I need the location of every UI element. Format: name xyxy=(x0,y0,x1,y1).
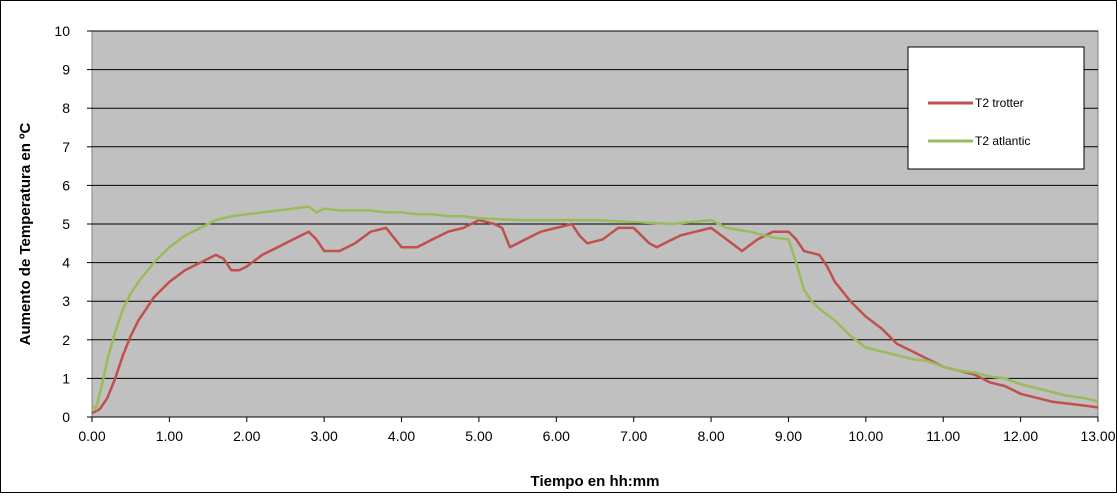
series-line-t2-trotter xyxy=(91,218,1099,415)
x-tick-label: 7.00 xyxy=(620,428,647,444)
x-tick-label: 2.00 xyxy=(233,428,260,444)
y-axis-title: Aumento de Temperatura en ºC xyxy=(17,122,34,345)
y-tick-label: 9 xyxy=(62,62,70,78)
y-tick-label: 5 xyxy=(62,216,70,232)
y-tick-label: 6 xyxy=(62,177,70,193)
legend-box xyxy=(907,46,1085,170)
x-tick-label: 5.00 xyxy=(465,428,492,444)
x-tick-label: 12.00 xyxy=(1003,428,1038,444)
x-tick-label: 4.00 xyxy=(388,428,415,444)
x-tick-label: 10.00 xyxy=(848,428,883,444)
y-tick-label: 8 xyxy=(62,100,70,116)
series-lines xyxy=(91,205,1099,415)
x-tick-label: 0.00 xyxy=(78,428,105,444)
y-axis-ticks: 0 1 2 3 4 5 6 7 8 9 10 xyxy=(54,23,92,425)
x-tick-label: 3.00 xyxy=(311,428,338,444)
series-line-t2-atlantic xyxy=(91,205,1099,411)
legend-label-t2-trotter: T2 trotter xyxy=(975,96,1024,110)
legend: T2 trotter T2 atlantic xyxy=(907,46,1085,170)
y-tick-label: 2 xyxy=(62,332,70,348)
y-tick-label: 1 xyxy=(62,370,70,386)
x-tick-label: 11.00 xyxy=(926,428,960,444)
y-tick-label: 0 xyxy=(62,409,70,425)
legend-label-t2-atlantic: T2 atlantic xyxy=(975,134,1030,148)
x-axis-title: Tiempo en hh:mm xyxy=(531,473,660,490)
y-tick-label: 4 xyxy=(62,255,70,271)
y-tick-label: 3 xyxy=(62,293,70,309)
x-tick-label: 9.00 xyxy=(775,428,802,444)
x-tick-label: 13.00 xyxy=(1080,428,1115,444)
y-tick-label: 7 xyxy=(62,139,70,155)
x-tick-label: 1.00 xyxy=(156,428,183,444)
y-tick-label: 10 xyxy=(54,23,70,39)
x-tick-label: 6.00 xyxy=(543,428,570,444)
x-axis-ticks: 0.00 1.00 2.00 3.00 4.00 5.00 6.00 7.00 8.00 9.00… xyxy=(78,416,1116,444)
x-tick-label: 8.00 xyxy=(697,428,724,444)
